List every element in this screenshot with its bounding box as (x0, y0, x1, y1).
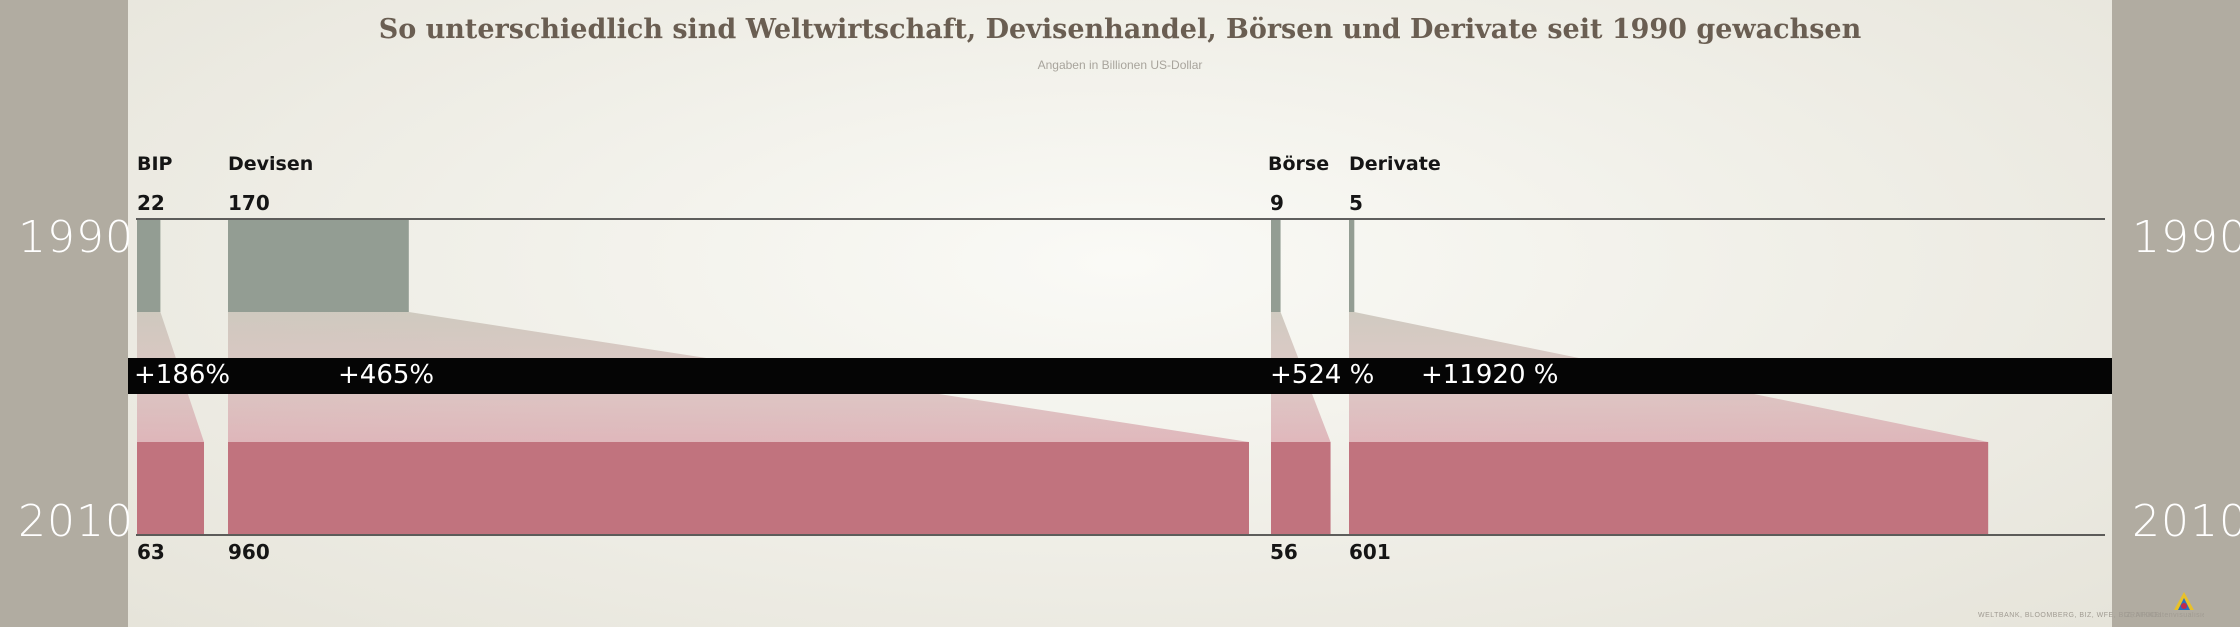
logo-icon (2174, 592, 2194, 610)
growth-label-bip: +186% (134, 360, 231, 390)
bar-1990-boerse (1271, 220, 1281, 312)
bar-2010-derivate (1349, 442, 1989, 534)
chart-title: So unterschiedlich sind Weltwirtschaft, … (378, 14, 1862, 45)
source-note: WELTBANK, BLOOMBERG, BIZ, WFE, BIZ, NIKK… (1978, 612, 2162, 619)
value-1990-derivate: 5 (1349, 191, 1363, 215)
chart-bars (137, 220, 1989, 534)
category-label-devisen: Devisen (228, 153, 314, 175)
growth-label-devisen: +465% (338, 360, 435, 390)
credit-name: Datenvisualisierung (2152, 612, 2204, 619)
chart-subtitle: Angaben in Billionen US-Dollar (1037, 58, 1203, 72)
bar-1990-derivate (1349, 220, 1355, 312)
right-side-panel (2112, 0, 2240, 627)
value-1990-devisen: 170 (228, 191, 270, 215)
bar-2010-devisen (228, 442, 1249, 534)
bar-2010-boerse (1271, 442, 1331, 534)
year-label-2010-left: 2010 (18, 496, 134, 547)
credit-label: GRAFIK (2124, 612, 2154, 619)
value-2010-bip: 63 (137, 540, 165, 564)
value-2010-devisen: 960 (228, 540, 270, 564)
year-label-2010-right: 2010 (2132, 496, 2240, 547)
bar-2010-bip (137, 442, 205, 534)
growth-label-boerse: +524 % (1270, 360, 1375, 390)
year-label-1990-right: 1990 (2132, 212, 2240, 263)
category-label-boerse: Börse (1268, 153, 1330, 175)
category-label-derivate: Derivate (1349, 153, 1441, 175)
bar-1990-bip (137, 220, 161, 312)
year-label-1990-left: 1990 (18, 212, 134, 263)
growth-label-derivate: +11920 % (1421, 360, 1559, 390)
growth-band (128, 358, 2112, 394)
value-2010-boerse: 56 (1270, 540, 1298, 564)
value-2010-derivate: 601 (1349, 540, 1391, 564)
category-label-bip: BIP (137, 153, 173, 175)
value-1990-bip: 22 (137, 191, 165, 215)
value-1990-boerse: 9 (1270, 191, 1284, 215)
bar-1990-devisen (228, 220, 409, 312)
left-side-panel (0, 0, 128, 627)
